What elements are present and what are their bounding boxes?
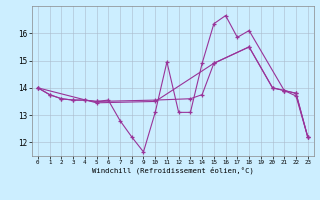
X-axis label: Windchill (Refroidissement éolien,°C): Windchill (Refroidissement éolien,°C): [92, 167, 254, 174]
